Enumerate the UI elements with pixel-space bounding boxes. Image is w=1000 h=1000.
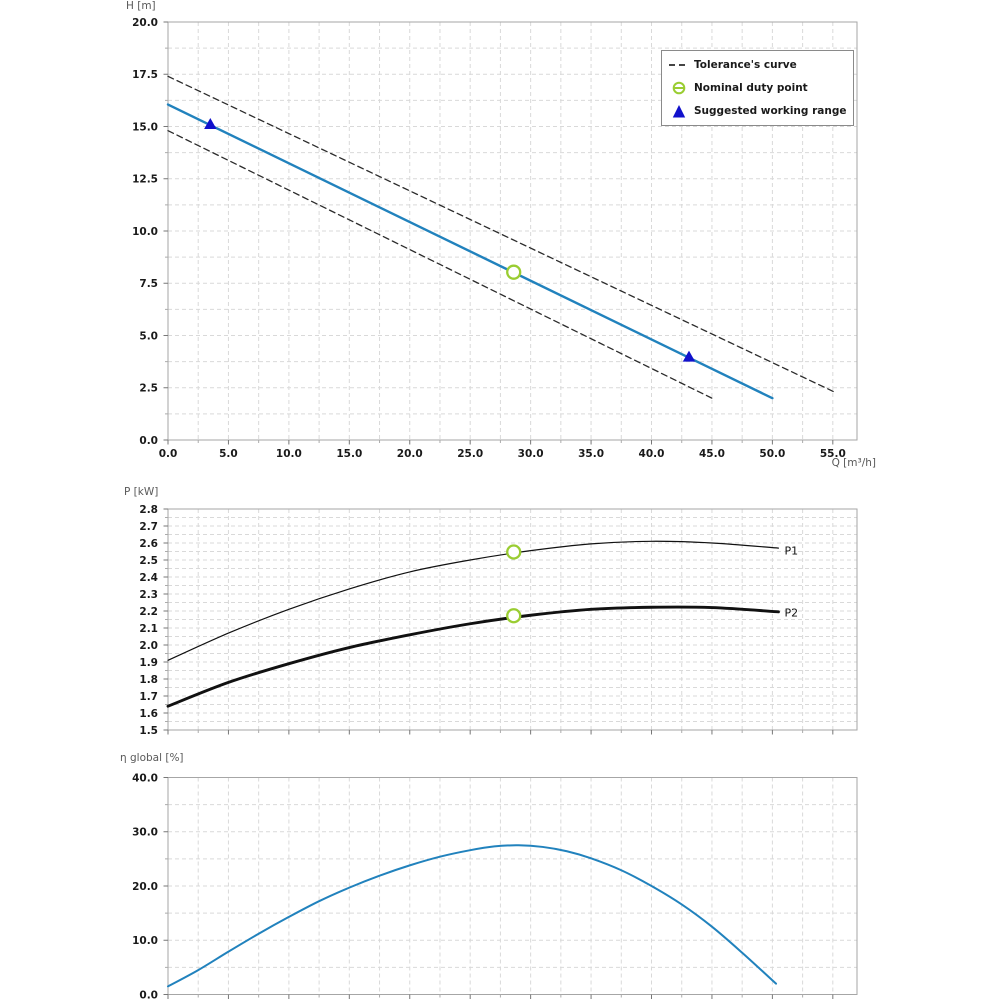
working-range-min-marker [204, 118, 217, 130]
power-y-axis-title: P [kW] [124, 486, 159, 498]
efficiency-y-axis-title: η global [%] [120, 752, 184, 764]
legend-item-nominal-duty-point: Nominal duty point [668, 77, 849, 99]
chart-power: 1.5 1.6 1.7 1.8 1.9 2.0 2.1 2.2 2.3 2.4 2.5 2.6 2.7 2… [139, 504, 858, 737]
y-tick-label: 1.6 [139, 708, 158, 720]
y-tick-label: 10.0 [132, 226, 158, 238]
x-tick-label: 10.0 [276, 448, 302, 460]
series-tolerance-curve-lower [167, 130, 713, 399]
y-tick-label: 10.0 [132, 935, 158, 947]
x-tick-label: 25.0 [457, 448, 483, 460]
y-tick-label: 20.0 [132, 881, 158, 893]
series-p1 [167, 540, 780, 661]
legend-label: Tolerance's curve [694, 59, 797, 72]
y-tick-label: 2.1 [139, 623, 158, 635]
x-tick-label: 35.0 [578, 448, 604, 460]
y-tick-label: 2.4 [139, 572, 158, 584]
y-tick-label: 15.0 [132, 121, 158, 133]
y-tick-label: 1.8 [139, 674, 158, 686]
x-tick-label: 20.0 [397, 448, 423, 460]
y-tick-label: 1.5 [139, 725, 158, 737]
series-head-curve [166, 103, 774, 400]
y-tick-label: 30.0 [132, 827, 158, 839]
y-tick-label: 2.7 [139, 521, 158, 533]
nominal-duty-point-marker [506, 264, 522, 280]
y-tick-label: 2.8 [139, 504, 158, 516]
y-tick-label: 40.0 [132, 772, 158, 784]
legend-label: Suggested working range [694, 104, 847, 117]
y-tick-label: 0.0 [139, 435, 158, 447]
x-tick-label: 40.0 [639, 448, 665, 460]
curve-label-p2: P2 [784, 607, 798, 620]
y-tick-label: 12.5 [132, 174, 158, 186]
y-tick-label: 2.0 [139, 640, 158, 652]
series-p2 [166, 605, 780, 708]
legend-item-working-range: Suggested working range [668, 100, 849, 122]
x-tick-label: 0.0 [159, 448, 178, 460]
x-tick-label: 45.0 [699, 448, 725, 460]
legend-item-tolerance-curve: Tolerance's curve [668, 54, 849, 76]
chart-eff: 0.0 10.0 20.0 30.0 40.0 [132, 772, 858, 1000]
y-tick-label: 5.0 [139, 330, 158, 342]
triangle-icon [672, 104, 686, 118]
x-tick-label: 5.0 [219, 448, 238, 460]
y-tick-label: 17.5 [132, 69, 158, 81]
y-tick-label: 1.9 [139, 657, 158, 669]
x-tick-label: 50.0 [759, 448, 785, 460]
series-efficiency-curve [167, 844, 778, 988]
series-tolerance-curve-upper [167, 75, 838, 394]
y-tick-label: 20.0 [132, 17, 158, 29]
y-tick-label: 2.2 [139, 606, 158, 618]
y-tick-label: 7.5 [139, 278, 158, 290]
y-tick-label: 1.7 [139, 691, 158, 703]
x-tick-label: 30.0 [518, 448, 544, 460]
x-tick-label: 55.0 [820, 448, 846, 460]
duty-point-p1-marker [506, 544, 522, 560]
head-x-axis-title: Q [m³/h] [831, 457, 876, 469]
y-tick-label: 2.5 [139, 555, 158, 567]
working-range-max-marker [682, 350, 696, 362]
x-tick-label: 15.0 [336, 448, 362, 460]
curve-label-p1: P1 [784, 544, 798, 557]
dashed-line-icon [669, 64, 689, 67]
y-tick-label: 2.3 [139, 589, 158, 601]
duty-point-p2-marker [506, 608, 522, 624]
legend-label: Nominal duty point [694, 81, 808, 94]
head-y-axis-title: H [m] [126, 0, 156, 12]
duty-point-icon [672, 81, 686, 95]
y-tick-label: 0.0 [139, 989, 158, 1000]
legend: Tolerance's curve Nominal duty point Sug… [661, 50, 854, 126]
y-tick-label: 2.5 [139, 383, 158, 395]
y-tick-label: 2.6 [139, 538, 158, 550]
